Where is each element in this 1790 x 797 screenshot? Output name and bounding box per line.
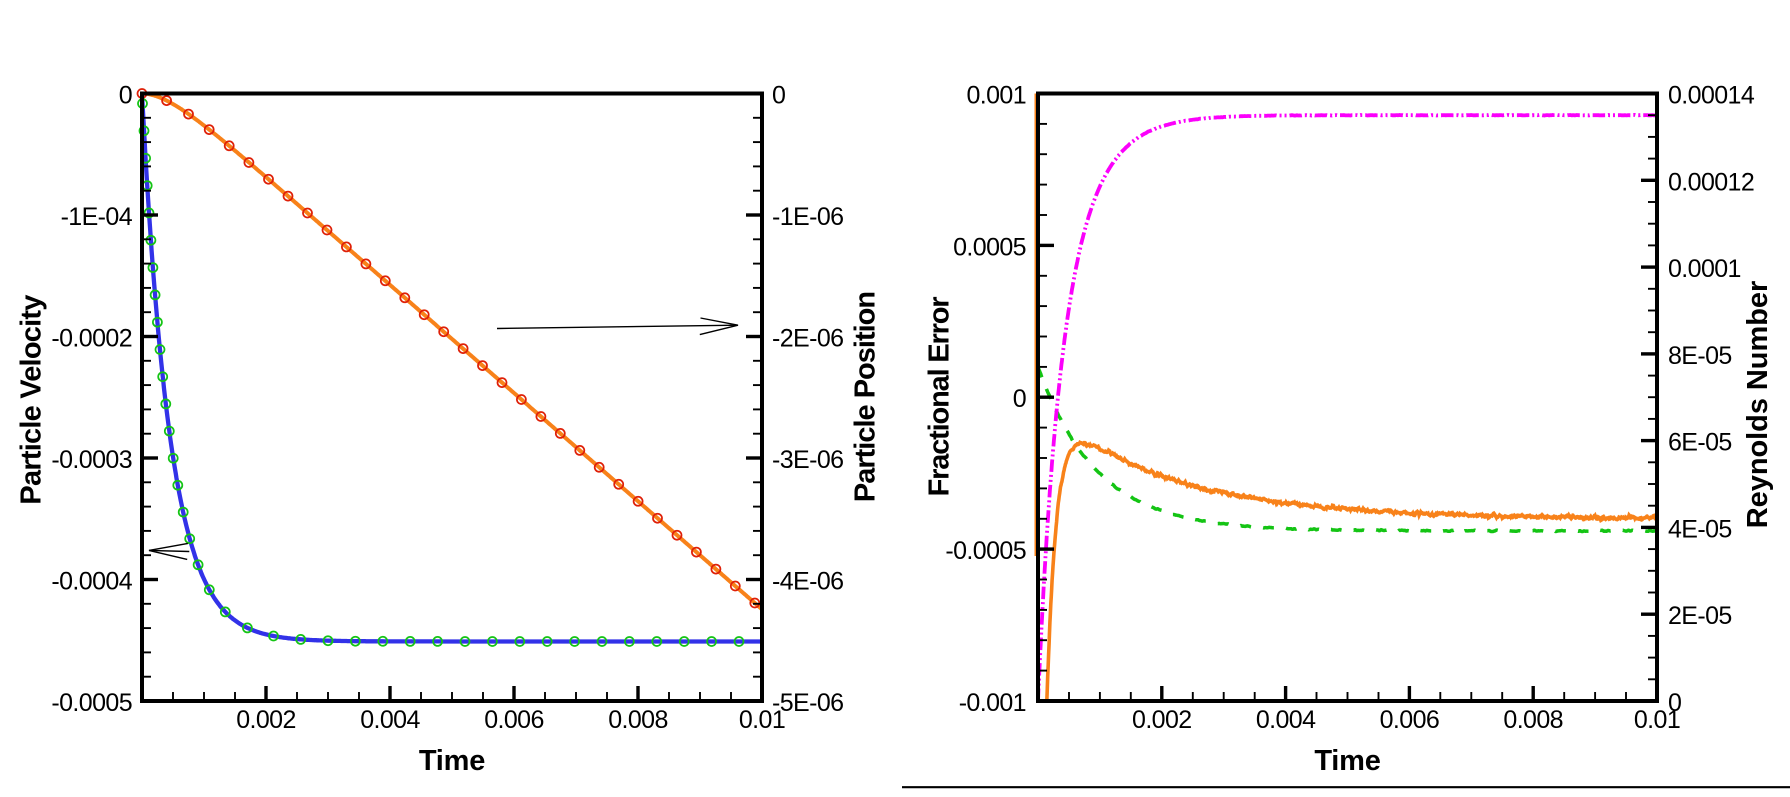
svg-text:Time: Time [419, 745, 485, 777]
svg-text:0: 0 [772, 82, 785, 110]
svg-text:0.001: 0.001 [966, 82, 1026, 110]
svg-text:0.006: 0.006 [484, 706, 544, 734]
svg-text:-0.0005: -0.0005 [51, 689, 132, 717]
svg-text:8E-05: 8E-05 [1668, 342, 1732, 370]
svg-text:4E-05: 4E-05 [1668, 515, 1732, 543]
svg-text:0.008: 0.008 [608, 706, 668, 734]
svg-text:6E-05: 6E-05 [1668, 429, 1732, 457]
svg-text:Fractional Error: Fractional Error [924, 297, 956, 497]
svg-text:0: 0 [1668, 689, 1681, 717]
svg-text:Reynolds Number: Reynolds Number [1742, 281, 1774, 528]
svg-text:-0.0002: -0.0002 [51, 325, 132, 353]
svg-text:-3E-06: -3E-06 [772, 446, 843, 474]
svg-text:0: 0 [119, 82, 132, 110]
svg-text:-1E-04: -1E-04 [61, 203, 133, 231]
svg-text:-0.0005: -0.0005 [945, 537, 1026, 565]
svg-text:Particle Position: Particle Position [850, 292, 882, 502]
svg-text:0: 0 [1013, 385, 1026, 413]
svg-text:0.002: 0.002 [1132, 706, 1192, 734]
svg-text:0.0005: 0.0005 [953, 233, 1026, 261]
svg-text:0.00014: 0.00014 [1668, 82, 1755, 110]
svg-text:0.006: 0.006 [1380, 706, 1440, 734]
svg-text:-0.0003: -0.0003 [51, 446, 132, 474]
svg-text:-5E-06: -5E-06 [772, 689, 843, 717]
svg-text:0.01: 0.01 [1634, 706, 1680, 734]
svg-text:-1E-06: -1E-06 [772, 203, 843, 231]
svg-text:0.004: 0.004 [1256, 706, 1316, 734]
svg-text:Time: Time [1314, 745, 1380, 777]
svg-text:-4E-06: -4E-06 [772, 568, 843, 596]
svg-text:2E-05: 2E-05 [1668, 602, 1732, 630]
svg-text:-0.001: -0.001 [959, 689, 1026, 717]
svg-text:0.0001: 0.0001 [1668, 255, 1741, 283]
svg-text:-0.0004: -0.0004 [51, 568, 132, 596]
svg-text:-2E-06: -2E-06 [772, 325, 843, 353]
svg-text:0.008: 0.008 [1503, 706, 1563, 734]
svg-text:0.004: 0.004 [360, 706, 420, 734]
svg-text:Particle Velocity: Particle Velocity [16, 295, 48, 505]
svg-text:0.00012: 0.00012 [1668, 168, 1754, 196]
svg-text:0.01: 0.01 [739, 706, 785, 734]
svg-text:0.002: 0.002 [236, 706, 296, 734]
